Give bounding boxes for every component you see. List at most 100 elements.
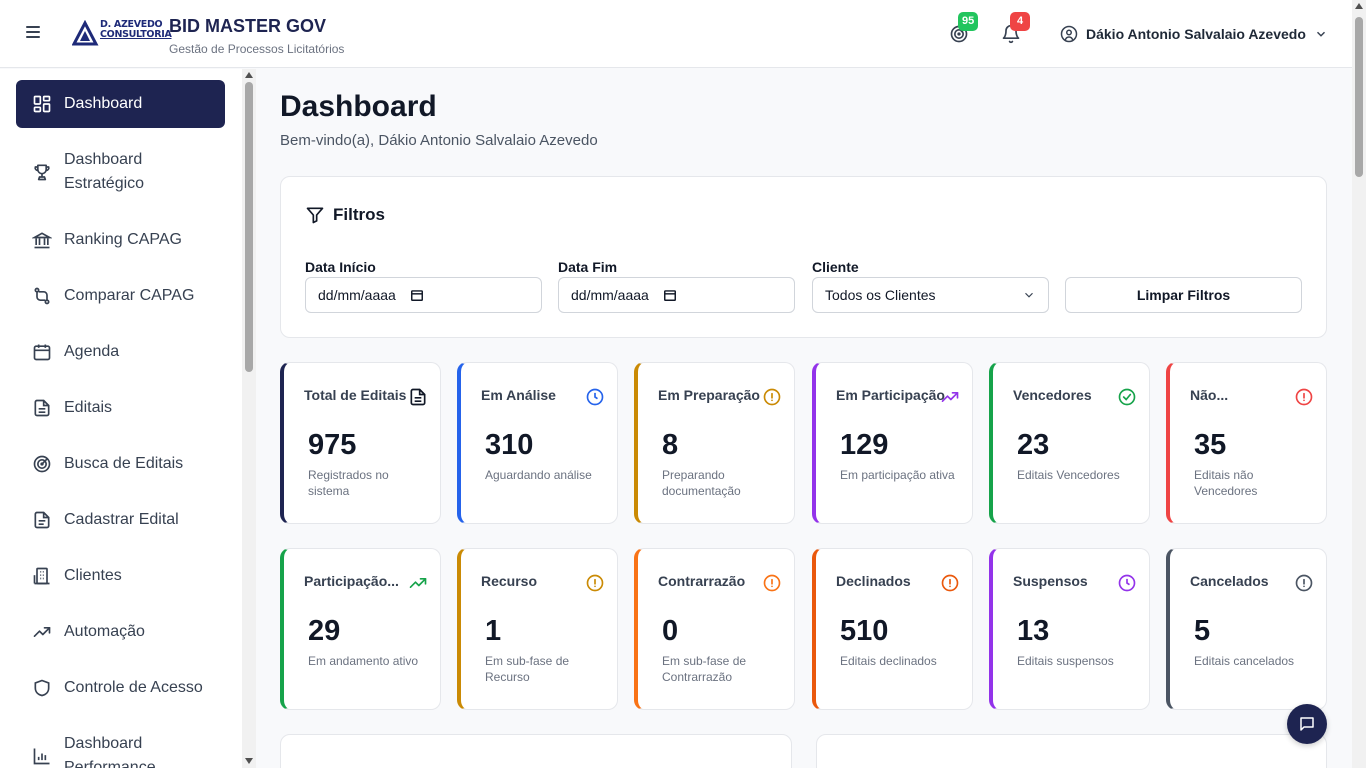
- company-logo: [72, 20, 99, 46]
- stat-card[interactable]: Recurso 1 Em sub-fase de Recurso: [457, 548, 618, 710]
- page-title: Dashboard: [280, 90, 437, 123]
- sidebar-item-editais[interactable]: Editais: [16, 396, 225, 420]
- menu-icon[interactable]: [26, 26, 40, 38]
- stat-card-description: Editais cancelados: [1194, 654, 1295, 668]
- alert-icon: [762, 387, 782, 407]
- filters-heading: Filtros: [305, 205, 385, 225]
- stat-card[interactable]: Total de Editais 975 Registrados no sistem…: [280, 362, 441, 524]
- sidebar-item-ranking-capag[interactable]: Ranking CAPAG: [16, 228, 225, 252]
- sidebar-item-dashboard-performance[interactable]: Dashboard Performance: [16, 732, 225, 768]
- page-scroll-up-arrow[interactable]: [1355, 3, 1363, 9]
- stat-card-description: Em sub-fase de Contrarrazão: [662, 654, 747, 684]
- stat-card-value: 975: [308, 429, 357, 461]
- sidebar-item-dashboard[interactable]: Dashboard: [16, 80, 225, 128]
- logo-text: D. AZEVEDO CONSULTORIA: [100, 19, 172, 40]
- trend-up-icon: [940, 387, 960, 407]
- stat-card-value: 1: [485, 615, 502, 647]
- stat-card[interactable]: Suspensos 13 Editais suspensos: [989, 548, 1150, 710]
- bank-icon: [32, 232, 52, 249]
- start-date-input[interactable]: dd/mm/aaaa: [305, 277, 542, 313]
- chevron-down-icon: [1025, 292, 1033, 298]
- sidebar-item-controle-acesso[interactable]: Controle de Acesso: [16, 676, 225, 700]
- sidebar-item-comparar-capag[interactable]: Comparar CAPAG: [16, 284, 225, 308]
- notifications-button[interactable]: 4: [1001, 12, 1030, 44]
- filters-title: Filtros: [333, 205, 385, 224]
- user-name: Dákio Antonio Salvalaio Azevedo: [1086, 26, 1306, 42]
- stat-card-description: Em participação ativa: [840, 468, 955, 482]
- chart-card-right: [816, 734, 1327, 768]
- calendar-icon[interactable]: [663, 288, 677, 302]
- filter-icon: [306, 207, 324, 224]
- stat-card-title: Total de Editais: [304, 387, 407, 403]
- stat-card-description: Aguardando análise: [485, 468, 592, 482]
- document-icon: [34, 399, 50, 417]
- stat-card-description: Editais Vencedores: [1017, 468, 1120, 482]
- stat-card-title: Suspensos: [1013, 573, 1088, 589]
- calendar-icon[interactable]: [410, 288, 424, 302]
- start-date-value: dd/mm/aaaa: [318, 287, 396, 303]
- stat-card-description: Em andamento ativo: [308, 654, 419, 668]
- client-label: Cliente: [812, 259, 859, 275]
- sidebar-item-automacao[interactable]: Automação: [16, 620, 225, 644]
- building-icon: [33, 567, 50, 585]
- stat-card[interactable]: Não... 35 Editais não Vencedores: [1166, 362, 1327, 524]
- shield-icon: [34, 679, 50, 697]
- scroll-up-arrow[interactable]: [245, 72, 253, 78]
- sidebar-item-label: Dashboard Estratégico: [64, 151, 145, 192]
- stat-card-title: Não...: [1190, 387, 1229, 403]
- sidebar-item-label: Cadastrar Edital: [64, 511, 179, 528]
- stat-card-value: 8: [662, 429, 679, 461]
- stat-card[interactable]: Em Participação 129 Em participação ativa: [812, 362, 973, 524]
- alert-icon: [1294, 387, 1314, 407]
- stat-card-title: Vencedores: [1013, 387, 1092, 403]
- stat-card[interactable]: Em Preparação 8 Preparando documentação: [634, 362, 795, 524]
- stat-card-description: Editais declinados: [840, 654, 937, 668]
- stat-card[interactable]: Contrarrazão 0 Em sub-fase de Contrarrazão: [634, 548, 795, 710]
- end-date-value: dd/mm/aaaa: [571, 287, 649, 303]
- sidebar-item-clientes[interactable]: Clientes: [16, 564, 225, 588]
- sidebar-item-cadastrar-edital[interactable]: Cadastrar Edital: [16, 508, 225, 532]
- stat-card[interactable]: Em Análise 310 Aguardando análise: [457, 362, 618, 524]
- stat-card-title: Cancelados: [1190, 573, 1269, 589]
- stat-card-value: 310: [485, 429, 534, 461]
- scroll-down-arrow[interactable]: [245, 758, 253, 764]
- page-scroll-thumb[interactable]: [1355, 17, 1363, 177]
- stat-card-value: 29: [308, 615, 341, 647]
- end-date-input[interactable]: dd/mm/aaaa: [558, 277, 795, 313]
- client-select[interactable]: Todos os Clientes: [812, 277, 1049, 313]
- alert-icon: [940, 573, 960, 593]
- stat-card-title: Em Preparação: [658, 387, 760, 403]
- trophy-icon: [34, 164, 50, 181]
- sidebar-item-busca-editais[interactable]: Busca de Editais: [16, 452, 225, 476]
- sidebar-scrollbar[interactable]: [242, 69, 256, 768]
- stat-card-title: Participação...: [304, 573, 399, 589]
- stat-card[interactable]: Cancelados 5 Editais cancelados: [1166, 548, 1327, 710]
- sidebar-item-label: Editais: [64, 399, 113, 416]
- sidebar-item-dashboard-estrategico[interactable]: Dashboard Estratégico: [16, 148, 225, 196]
- user-circle-icon: [1060, 25, 1078, 43]
- sidebar-item-agenda[interactable]: Agenda: [16, 340, 225, 364]
- radar-icon: [33, 455, 51, 473]
- stat-card[interactable]: Declinados 510 Editais declinados: [812, 548, 973, 710]
- dashboard-icon: [33, 95, 51, 113]
- stat-card[interactable]: Vencedores 23 Editais Vencedores: [989, 362, 1150, 524]
- user-menu[interactable]: Dákio Antonio Salvalaio Azevedo: [1060, 24, 1328, 44]
- stat-card[interactable]: Participação... 29 Em andamento ativo: [280, 548, 441, 710]
- clear-filters-button[interactable]: Limpar Filtros: [1065, 277, 1302, 313]
- sidebar-scroll-thumb[interactable]: [245, 82, 253, 372]
- alert-icon: [1294, 573, 1314, 593]
- page-scrollbar[interactable]: [1352, 0, 1366, 768]
- target-button[interactable]: 95: [949, 12, 979, 44]
- check-circle-icon: [1117, 387, 1137, 407]
- stat-card-value: 5: [1194, 615, 1211, 647]
- clock-icon: [585, 387, 605, 407]
- chat-button[interactable]: [1287, 704, 1327, 744]
- stat-card-value: 23: [1017, 429, 1050, 461]
- stat-card-value: 35: [1194, 429, 1227, 461]
- sidebar-item-label: Controle de Acesso: [64, 679, 203, 696]
- chart-card-left: [280, 734, 792, 768]
- sidebar-item-label: Agenda: [64, 343, 120, 360]
- filters-panel: Filtros Data Início dd/mm/aaaa Data Fim …: [280, 176, 1327, 338]
- alert-icon: [585, 573, 605, 593]
- document-add-icon: [34, 511, 50, 529]
